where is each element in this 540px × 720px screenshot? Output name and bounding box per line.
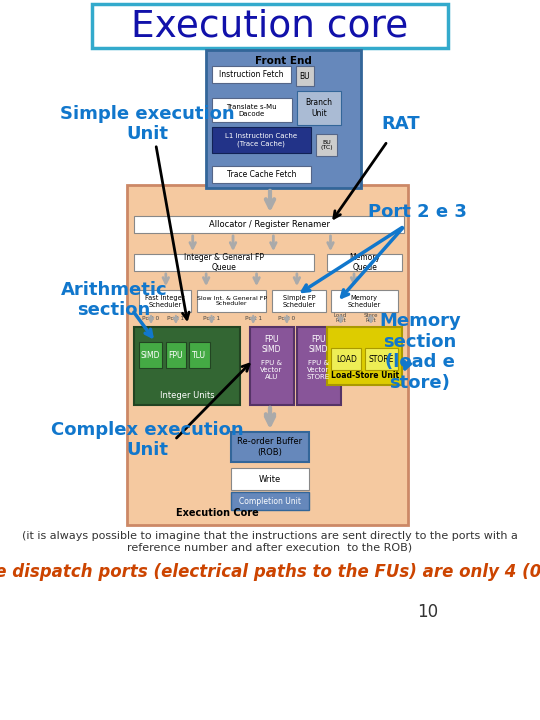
Bar [212, 66, 291, 83]
Text: Simple FP
Scheduler: Simple FP Scheduler [282, 294, 315, 307]
Bar [331, 348, 361, 370]
Text: Integer & General FP
Queue: Integer & General FP Queue [184, 253, 264, 272]
Text: Store
Port: Store Port [363, 312, 378, 323]
Text: Load-Store Unit: Load-Store Unit [330, 371, 399, 380]
Bar [198, 290, 266, 312]
Text: Integer Units: Integer Units [160, 391, 214, 400]
Text: Port 0: Port 0 [278, 315, 295, 320]
Bar [231, 432, 309, 462]
Bar [297, 91, 341, 125]
Bar [92, 4, 448, 48]
Text: Trace Cache Fetch: Trace Cache Fetch [227, 170, 296, 179]
Text: Execution Core: Execution Core [176, 508, 259, 518]
Bar [139, 342, 163, 368]
Text: Port 1: Port 1 [245, 315, 262, 320]
Text: Complex execution
Unit: Complex execution Unit [51, 420, 244, 459]
Bar [231, 468, 309, 490]
Text: Memory
Queue: Memory Queue [349, 253, 380, 272]
Bar [206, 50, 361, 188]
Text: The dispatch ports (electrical paths to the FUs) are only 4 (0-3): The dispatch ports (electrical paths to … [0, 563, 540, 581]
Bar [212, 166, 311, 183]
Bar [127, 185, 408, 525]
Bar [212, 98, 292, 122]
Text: Port 1: Port 1 [167, 315, 185, 320]
Bar [134, 216, 404, 233]
Text: Completion Unit: Completion Unit [239, 497, 301, 505]
Bar [327, 327, 402, 385]
Text: Memory
Scheduler: Memory Scheduler [347, 294, 381, 307]
Bar [139, 290, 191, 312]
Text: SIMD: SIMD [141, 351, 160, 359]
Bar [297, 327, 341, 405]
Text: Execution core: Execution core [131, 8, 409, 44]
Text: BU
(TC): BU (TC) [320, 140, 333, 150]
Text: STORE: STORE [369, 354, 394, 364]
Text: Load
Port: Load Port [334, 312, 347, 323]
Bar [366, 348, 398, 370]
Text: Port 1: Port 1 [203, 315, 220, 320]
Text: Re-order Buffer
(ROB): Re-order Buffer (ROB) [238, 437, 302, 456]
Text: Arithmetic
section: Arithmetic section [60, 281, 167, 320]
Text: (it is always possible to imagine that the instructions are sent directly to the: (it is always possible to imagine that t… [22, 531, 518, 553]
Text: Front End: Front End [255, 56, 312, 66]
Text: Write: Write [259, 474, 281, 484]
Text: FPU &
Vector
ALU: FPU & Vector ALU [260, 360, 282, 380]
Bar [166, 342, 186, 368]
Bar [134, 254, 314, 271]
Text: Branch
Unit: Branch Unit [306, 99, 333, 117]
Text: Port 2 e 3: Port 2 e 3 [368, 203, 467, 221]
Bar [272, 290, 326, 312]
Text: LOAD: LOAD [336, 354, 357, 364]
Text: RAT: RAT [382, 115, 421, 133]
Bar [231, 492, 309, 510]
Text: FPU &
Vector
STORE: FPU & Vector STORE [307, 360, 330, 380]
Bar [212, 127, 311, 153]
Text: Translate s-Mu
Dacode: Translate s-Mu Dacode [227, 104, 277, 117]
Bar [134, 327, 240, 405]
Text: BU: BU [300, 71, 310, 81]
Text: FPU
SIMD: FPU SIMD [261, 335, 281, 354]
Bar [316, 134, 337, 156]
Text: 10: 10 [417, 603, 438, 621]
Text: FPU
SIMD: FPU SIMD [309, 335, 328, 354]
Text: Fast Integer
Scheduler: Fast Integer Scheduler [145, 294, 185, 307]
Bar [250, 327, 294, 405]
Bar [330, 290, 398, 312]
Bar [190, 342, 210, 368]
Text: Slow Int. & General FP
Scheduler: Slow Int. & General FP Scheduler [197, 296, 267, 307]
Text: Instruction Fetch: Instruction Fetch [219, 70, 284, 79]
Text: Port 0: Port 0 [143, 315, 160, 320]
Text: Simple execution
Unit: Simple execution Unit [60, 104, 235, 143]
Text: FPU: FPU [168, 351, 183, 359]
Bar [327, 254, 402, 271]
Text: L1 Instruction Cache
(Trace Cache): L1 Instruction Cache (Trace Cache) [225, 133, 298, 147]
Text: TLU: TLU [192, 351, 206, 359]
Bar [295, 66, 314, 86]
Text: Memory
section
(load e
store): Memory section (load e store) [379, 312, 461, 392]
Text: Allocator / Register Renamer: Allocator / Register Renamer [209, 220, 330, 229]
